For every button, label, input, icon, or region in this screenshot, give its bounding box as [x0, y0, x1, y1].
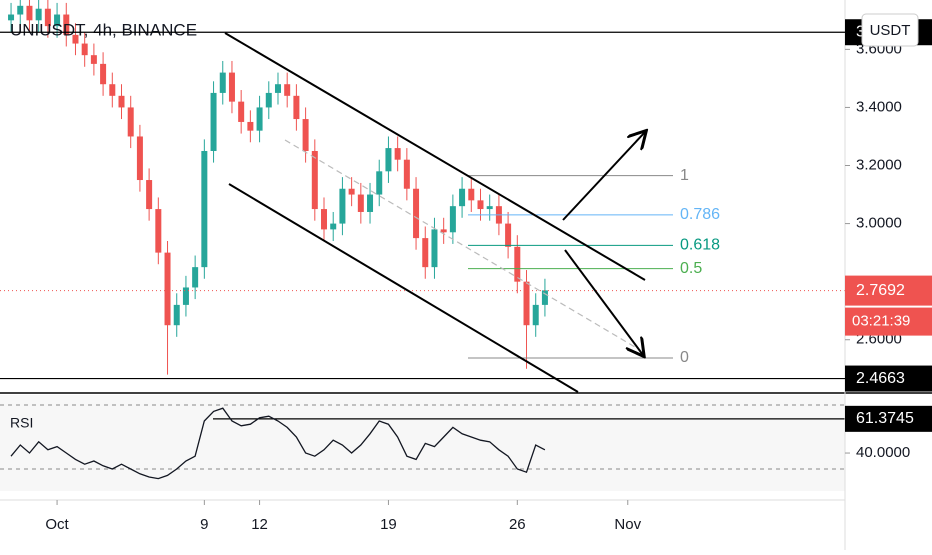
- rsi-line: [10, 407, 546, 480]
- candle-body: [321, 209, 328, 230]
- candle-body: [293, 95, 300, 120]
- candle-body: [109, 84, 116, 96]
- candle-body: [311, 150, 318, 210]
- candle-body: [72, 34, 79, 44]
- candle-body: [449, 206, 456, 233]
- candle-body: [63, 14, 70, 35]
- last-price-label: 2.7692: [856, 282, 905, 299]
- last-price-box: [845, 275, 932, 306]
- candle-body: [100, 63, 107, 85]
- candle-body: [256, 107, 263, 131]
- candle-body: [35, 8, 42, 21]
- candle-body: [357, 194, 364, 212]
- candle-body: [173, 304, 180, 326]
- y-tick-label: 3.4000: [856, 98, 902, 115]
- price-level-box: [845, 365, 932, 392]
- candle-body: [90, 55, 97, 64]
- candle-body: [514, 246, 521, 282]
- candle-body: [192, 267, 199, 288]
- rsi-title: RSI: [10, 415, 33, 431]
- drawings: [224, 32, 646, 393]
- candle-body: [284, 84, 291, 96]
- candle-body: [219, 72, 226, 93]
- candle-body: [339, 188, 346, 224]
- candle-body: [302, 119, 309, 151]
- candle-body: [54, 14, 61, 27]
- candle-body: [385, 148, 392, 172]
- candle-body: [155, 209, 162, 253]
- x-tick-label: Oct: [45, 516, 69, 533]
- y-tick-label: 3.0000: [856, 215, 902, 232]
- candle-body: [523, 281, 530, 326]
- fib-label: 1: [680, 167, 689, 184]
- candle-body: [210, 92, 217, 151]
- candle-body: [247, 121, 254, 131]
- rsi-level-box: [845, 405, 932, 432]
- candle-body: [8, 14, 15, 21]
- x-tick-label: 12: [251, 516, 268, 533]
- candle-body: [182, 287, 189, 305]
- candle-body: [403, 159, 410, 189]
- candle-body: [265, 92, 272, 108]
- channel-lower: [228, 183, 579, 393]
- fib-label: 0.786: [680, 206, 720, 223]
- fib-label: 0.5: [680, 260, 702, 277]
- candle-body: [228, 72, 235, 102]
- chart-title: UNIUSDT, 4h, BINANCE: [10, 20, 197, 39]
- fib-label: 0.618: [680, 237, 720, 254]
- channel-mid: [284, 139, 641, 351]
- candle-body: [238, 101, 245, 122]
- candle-body: [127, 107, 134, 137]
- candle-body: [413, 188, 420, 239]
- rsi-pane: [0, 395, 845, 491]
- currency-label[interactable]: USDT: [870, 22, 911, 39]
- rsi-pane-marks: [0, 404, 845, 480]
- x-tick-label: 19: [380, 516, 397, 533]
- candle-body: [274, 84, 281, 93]
- candle-body: [532, 304, 539, 326]
- arrow-down: [564, 249, 643, 355]
- candle-body: [348, 188, 355, 195]
- x-tick-label: 26: [509, 516, 526, 533]
- channel-upper: [224, 32, 646, 281]
- candle-body: [17, 5, 24, 15]
- candle-body: [44, 8, 51, 27]
- x-tick-label: 9: [200, 516, 208, 533]
- y-tick-label: 40.0000: [856, 444, 910, 461]
- y-tick-label: 3.2000: [856, 156, 902, 173]
- candle-body: [367, 194, 374, 212]
- candle-body: [440, 229, 447, 233]
- rsi-level-label: 61.3745: [856, 410, 914, 427]
- candle-body: [26, 5, 33, 21]
- candle-body: [505, 223, 512, 247]
- candle-body: [201, 150, 208, 268]
- price-level-label: 2.4663: [856, 370, 905, 387]
- x-tick-label: Nov: [614, 516, 641, 533]
- candle-body: [422, 238, 429, 268]
- candle-body: [330, 223, 337, 230]
- candle-body: [486, 206, 493, 210]
- countdown-label: 03:21:39: [852, 313, 910, 330]
- candle-body: [146, 180, 153, 210]
- candle-body: [468, 188, 475, 201]
- candle-body: [394, 148, 401, 160]
- price-pane: 1 0.786 0.618 0.5 0: [0, 0, 845, 375]
- candle-body: [376, 171, 383, 195]
- candle-body: [477, 200, 484, 210]
- candle-body: [541, 290, 548, 305]
- candle-body: [81, 43, 88, 56]
- currency-button[interactable]: [861, 13, 919, 47]
- arrow-up: [562, 132, 645, 221]
- candle-body: [136, 136, 143, 181]
- countdown-box: [845, 307, 932, 336]
- fib-label: 0: [680, 349, 689, 366]
- candle-body: [118, 95, 125, 108]
- candle-body: [164, 252, 171, 326]
- candle-body: [459, 188, 466, 207]
- candle-body: [431, 229, 438, 268]
